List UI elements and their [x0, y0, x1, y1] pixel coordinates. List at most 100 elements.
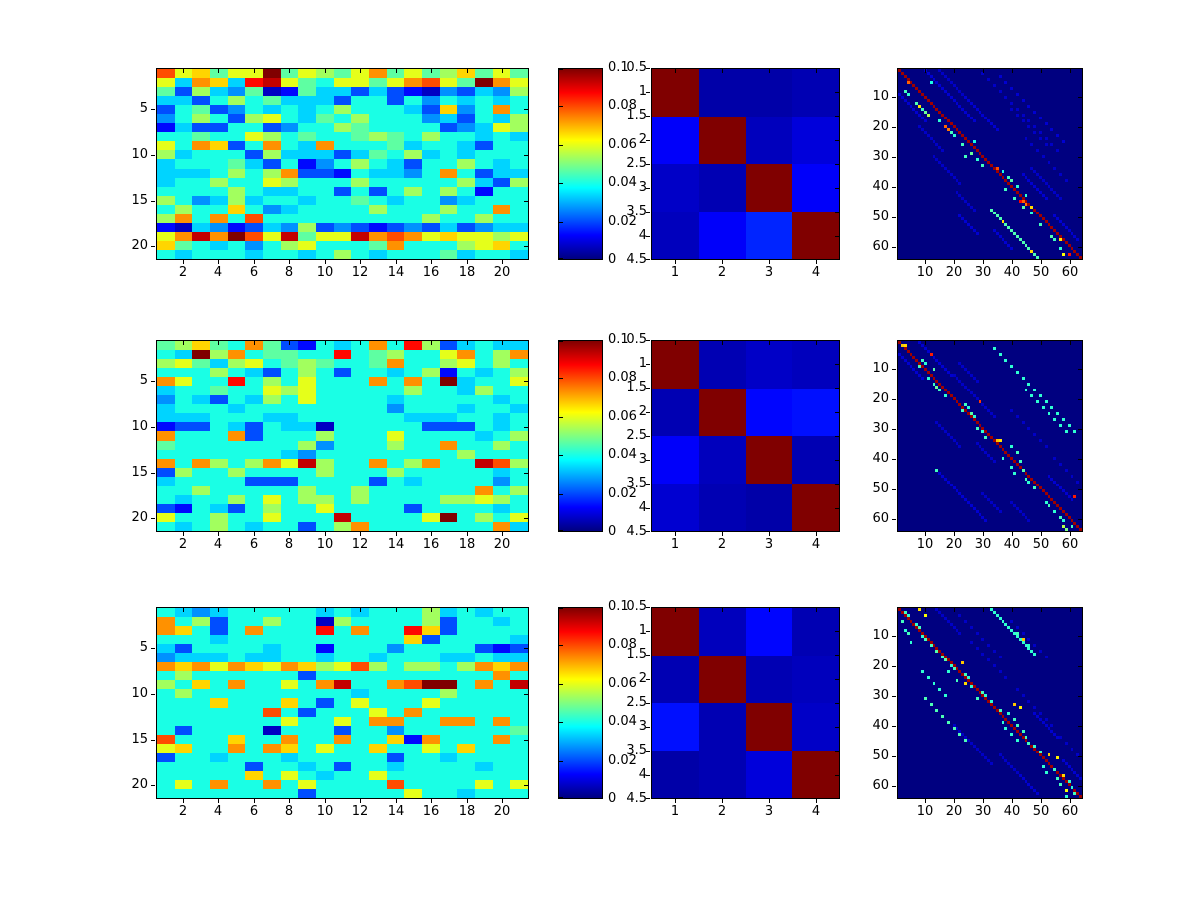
- heatmap-cell: [351, 87, 369, 97]
- tick-mark: [467, 532, 468, 536]
- heatmap-cell: [280, 132, 299, 142]
- heatmap-cell: [457, 770, 475, 780]
- tick-mark: [925, 260, 926, 264]
- sparse-cell: [1061, 774, 1065, 778]
- heatmap-cell: [262, 716, 281, 726]
- heatmap-cell: [351, 512, 369, 522]
- sparse-cell: [964, 385, 967, 389]
- heatmap-cell: [298, 69, 316, 79]
- sparse-cell: [1073, 792, 1077, 796]
- heatmap-cell: [439, 377, 458, 387]
- sparse-cell: [981, 691, 985, 695]
- x-tick-label: 1: [670, 537, 680, 552]
- heatmap-cell: [262, 78, 281, 88]
- heatmap-cell: [368, 123, 387, 133]
- heatmap-cell: [315, 168, 334, 178]
- heatmap-cell: [315, 159, 334, 169]
- sparse-cell: [1010, 409, 1013, 413]
- heatmap-cell: [157, 503, 175, 513]
- tick-mark: [151, 785, 155, 786]
- heatmap-cell: [315, 512, 334, 522]
- sparse-cell: [1007, 711, 1011, 715]
- heatmap-cell: [404, 249, 422, 259]
- heatmap-cell: [404, 698, 422, 708]
- heatmap-cell: [209, 485, 228, 495]
- sparse-cell: [1059, 774, 1062, 778]
- heatmap-cell: [439, 440, 458, 450]
- heatmap-cell: [209, 707, 228, 717]
- sparse-cell: [944, 89, 947, 93]
- heatmap-cell: [351, 96, 369, 106]
- sparse-cell: [992, 229, 996, 233]
- tick-mark: [646, 531, 650, 532]
- tick-mark: [431, 799, 432, 803]
- heatmap-cell: [492, 653, 511, 663]
- heatmap-cell: [368, 788, 387, 798]
- y-tick-label: 40: [872, 179, 889, 194]
- heatmap-cell: [351, 386, 369, 396]
- heatmap-cell: [227, 752, 246, 762]
- tick-mark: [1070, 532, 1071, 536]
- heatmap-cell: [209, 653, 228, 663]
- y-tick-label: 60: [872, 239, 889, 254]
- x-tick-label: 12: [351, 804, 369, 819]
- heatmap-cell: [245, 440, 263, 450]
- heatmap-cell: [280, 231, 299, 241]
- heatmap-cell: [209, 662, 228, 672]
- sparse-cell: [1030, 166, 1034, 170]
- sparse-cell: [975, 646, 979, 650]
- sparse-cell: [1050, 143, 1054, 147]
- heatmap-cell: [457, 213, 475, 223]
- sparse-cell: [1027, 202, 1031, 206]
- sparse-cell: [978, 444, 982, 448]
- heatmap-cell: [351, 132, 369, 142]
- heatmap-cell: [474, 78, 493, 88]
- sparse-cell: [992, 346, 996, 350]
- sparse-cell: [995, 232, 999, 236]
- tick-mark: [289, 260, 290, 264]
- heatmap-cell: [510, 779, 528, 789]
- heatmap-cell: [209, 413, 228, 423]
- heatmap-cell: [157, 485, 175, 495]
- heatmap-cell: [280, 105, 299, 115]
- heatmap-cell: [174, 467, 193, 477]
- tick-mark: [325, 260, 326, 264]
- heatmap-cell: [492, 359, 511, 369]
- heatmap-cell: [386, 395, 405, 405]
- heatmap-cell: [157, 195, 175, 205]
- tick-mark: [151, 155, 155, 156]
- heatmap-cell: [280, 653, 299, 663]
- x-tick-label: 3: [764, 804, 774, 819]
- sparse-cell: [952, 373, 956, 377]
- sparse-cell: [941, 613, 944, 617]
- sparse-cell: [990, 122, 993, 126]
- sparse-cell: [1053, 418, 1057, 422]
- sparse-cell: [1007, 181, 1011, 185]
- heatmap-cell: [492, 671, 511, 681]
- heatmap-cell: [333, 377, 352, 387]
- sparse-cell: [1021, 735, 1025, 739]
- sparse-cell: [978, 750, 982, 754]
- heatmap-cell: [280, 707, 299, 717]
- sparse-cell: [952, 134, 956, 138]
- sparse-cell: [1030, 394, 1034, 398]
- sparse-cell: [906, 631, 910, 635]
- sparse-cell: [1053, 480, 1057, 484]
- heatmap-cell: [421, 635, 440, 645]
- sparse-cell: [1067, 765, 1071, 769]
- sparse-cell: [952, 397, 956, 401]
- heatmap-cell: [315, 734, 334, 744]
- sparse-cell: [1047, 184, 1051, 188]
- sparse-cell: [932, 355, 936, 359]
- sparse-cell: [981, 492, 985, 496]
- heatmap-cell: [421, 359, 440, 369]
- heatmap-cell: [174, 476, 193, 486]
- heatmap-cell: [227, 689, 246, 699]
- y-tick-label: 1: [638, 356, 647, 371]
- sparse-cell: [1024, 516, 1028, 520]
- heatmap-panel-1-grid: [157, 69, 528, 259]
- sparse-cell: [1030, 744, 1034, 748]
- heatmap-cell: [510, 78, 528, 88]
- heatmap-cell: [439, 503, 458, 513]
- heatmap-cell: [421, 69, 440, 79]
